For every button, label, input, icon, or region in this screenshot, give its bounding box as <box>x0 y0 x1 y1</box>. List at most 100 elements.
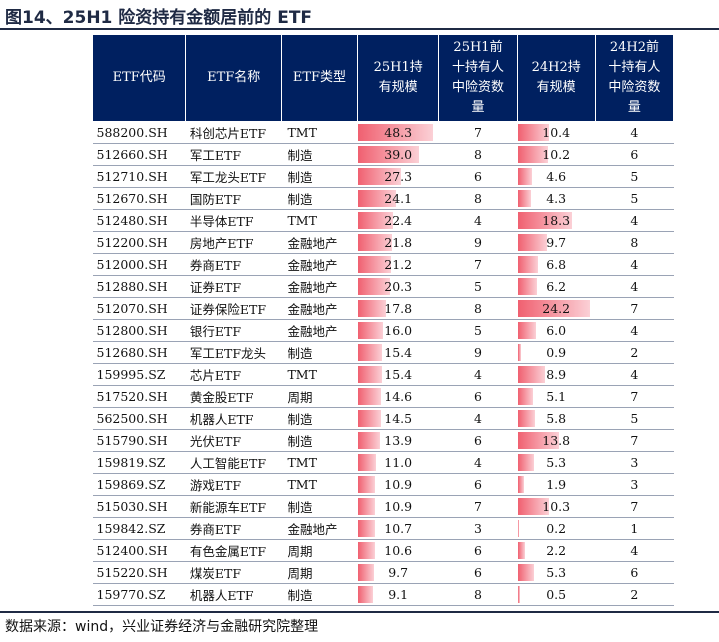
size-25h1-cell-label: 15.4 <box>384 367 413 382</box>
size-25h1-cell-bar <box>358 212 394 229</box>
size-24h2-cell-bar <box>518 564 534 581</box>
etf-name-cell: 机器人ETF <box>185 583 282 606</box>
table-row: 512400.SH 有色金属ETF 周期 10.6 6 2.2 4 <box>92 539 674 562</box>
size-25h1-cell-label: 10.7 <box>384 521 413 536</box>
size-25h1-cell-bar <box>358 146 419 163</box>
insurer-count-25h1-cell: 4 <box>438 451 518 474</box>
etf-code-cell: 517520.SH <box>92 385 186 408</box>
size-24h2-cell: 0.5 <box>517 583 596 606</box>
etf-type-cell: 金融地产 <box>281 297 358 320</box>
size-24h2-cell-label: 5.3 <box>546 455 567 470</box>
size-25h1-cell: 15.4 <box>357 363 439 386</box>
header-etf-code: ETF代码 <box>91 34 187 122</box>
size-25h1-cell: 10.6 <box>357 539 439 562</box>
size-25h1-cell-bar <box>358 520 376 537</box>
size-25h1-cell-bar <box>358 256 392 273</box>
header-row: ETF代码 ETF名称 ETF类型 25H1持有规模 25H1前十持有人中险资数… <box>91 34 675 122</box>
size-24h2-cell-label: 0.9 <box>546 345 567 360</box>
insurer-count-24h2-cell: 3 <box>595 451 674 474</box>
table-row: 159869.SZ 游戏ETF TMT 10.9 6 1.9 3 <box>92 473 674 496</box>
size-24h2-cell-bar <box>518 498 549 515</box>
size-25h1-cell-label: 9.7 <box>388 565 409 580</box>
size-25h1-cell-bar <box>358 542 375 559</box>
table-row: 512680.SH 军工ETF龙头 制造 15.4 9 0.9 2 <box>92 341 674 364</box>
size-25h1-cell-bar <box>358 322 384 339</box>
size-25h1-cell-label: 10.9 <box>384 499 413 514</box>
header-24h2-insurer-count: 24H2前十持有人中险资数量 <box>594 34 675 122</box>
insurer-count-24h2-cell: 6 <box>595 143 674 166</box>
etf-code-cell: 512670.SH <box>92 187 186 210</box>
title-rule <box>0 28 719 30</box>
size-25h1-cell: 10.9 <box>357 473 439 496</box>
size-25h1-cell-bar <box>358 410 381 427</box>
insurer-count-24h2-cell: 8 <box>595 231 674 254</box>
insurer-count-24h2-cell: 7 <box>595 297 674 320</box>
etf-type-cell: 金融地产 <box>281 319 358 342</box>
header-25h1-insurer-count: 25H1前十持有人中险资数量 <box>438 34 518 122</box>
size-25h1-cell-label: 9.1 <box>388 587 409 602</box>
insurer-count-25h1-cell: 7 <box>438 495 518 518</box>
size-25h1-cell: 39.0 <box>357 143 439 166</box>
insurer-count-25h1-cell: 8 <box>438 583 518 606</box>
size-25h1-cell-label: 21.2 <box>384 257 413 272</box>
etf-name-cell: 券商ETF <box>185 517 282 540</box>
insurer-count-24h2-cell: 4 <box>595 253 674 276</box>
source-note: 数据来源：wind，兴业证券经济与金融研究院整理 <box>5 619 319 635</box>
insurer-count-25h1-cell: 9 <box>438 231 518 254</box>
size-25h1-cell-label: 17.8 <box>384 301 413 316</box>
size-25h1-cell-bar <box>358 432 381 449</box>
etf-code-cell: 562500.SH <box>92 407 186 430</box>
etf-name-cell: 军工ETF龙头 <box>185 341 282 364</box>
size-25h1-cell: 22.4 <box>357 209 439 232</box>
size-24h2-cell-label: 6.0 <box>546 323 567 338</box>
size-25h1-cell: 9.1 <box>357 583 439 606</box>
etf-type-cell: 制造 <box>281 165 358 188</box>
size-25h1-cell-label: 21.8 <box>384 235 413 250</box>
etf-type-cell: 制造 <box>281 429 358 452</box>
size-25h1-cell-label: 16.0 <box>384 323 413 338</box>
etf-name-cell: 军工ETF <box>185 143 282 166</box>
size-24h2-cell-bar <box>518 190 531 207</box>
size-24h2-cell-label: 1.9 <box>546 477 567 492</box>
etf-type-cell: 周期 <box>281 385 358 408</box>
table-row: 512070.SH 证券保险ETF 金融地产 17.8 8 24.2 7 <box>92 297 674 320</box>
insurer-count-25h1-cell: 9 <box>438 341 518 364</box>
size-25h1-cell-label: 14.6 <box>384 389 413 404</box>
etf-type-cell: 金融地产 <box>281 253 358 276</box>
size-25h1-cell-bar <box>358 124 434 141</box>
etf-name-cell: 有色金属ETF <box>185 539 282 562</box>
size-25h1-cell: 20.3 <box>357 275 439 298</box>
etf-code-cell: 512710.SH <box>92 165 186 188</box>
size-24h2-cell-bar <box>518 520 519 537</box>
table-row: 512660.SH 军工ETF 制造 39.0 8 10.2 6 <box>92 143 674 166</box>
size-24h2-cell-label: 0.5 <box>546 587 567 602</box>
size-24h2-cell: 6.0 <box>517 319 596 342</box>
insurer-count-25h1-cell: 6 <box>438 539 518 562</box>
table-row: 512200.SH 房地产ETF 金融地产 21.8 9 9.7 8 <box>92 231 674 254</box>
size-24h2-cell-bar <box>518 146 549 163</box>
size-24h2-cell-label: 13.8 <box>542 433 571 448</box>
size-24h2-cell-label: 18.3 <box>542 213 571 228</box>
size-24h2-cell-label: 0.2 <box>546 521 567 536</box>
etf-name-cell: 证券保险ETF <box>185 297 282 320</box>
size-24h2-cell-label: 10.4 <box>542 125 571 140</box>
chart-title: 图14、25H1 险资持有金额居前的 ETF <box>5 8 313 28</box>
etf-code-cell: 159842.SZ <box>92 517 186 540</box>
etf-code-cell: 159869.SZ <box>92 473 186 496</box>
insurer-count-24h2-cell: 5 <box>595 407 674 430</box>
size-24h2-cell: 5.8 <box>517 407 596 430</box>
table-row: 159842.SZ 券商ETF 金融地产 10.7 3 0.2 1 <box>92 517 674 540</box>
size-24h2-cell-label: 2.2 <box>546 543 567 558</box>
table-row: 512480.SH 半导体ETF TMT 22.4 4 18.3 4 <box>92 209 674 232</box>
size-24h2-cell: 0.9 <box>517 341 596 364</box>
insurer-count-24h2-cell: 7 <box>595 385 674 408</box>
size-25h1-cell: 11.0 <box>357 451 439 474</box>
etf-type-cell: 制造 <box>281 495 358 518</box>
size-25h1-cell-label: 11.0 <box>384 455 413 470</box>
size-24h2-cell: 0.2 <box>517 517 596 540</box>
etf-code-cell: 512680.SH <box>92 341 186 364</box>
insurer-count-25h1-cell: 6 <box>438 385 518 408</box>
size-24h2-cell-label: 6.8 <box>546 257 567 272</box>
size-25h1-cell: 24.1 <box>357 187 439 210</box>
etf-code-cell: 515790.SH <box>92 429 186 452</box>
